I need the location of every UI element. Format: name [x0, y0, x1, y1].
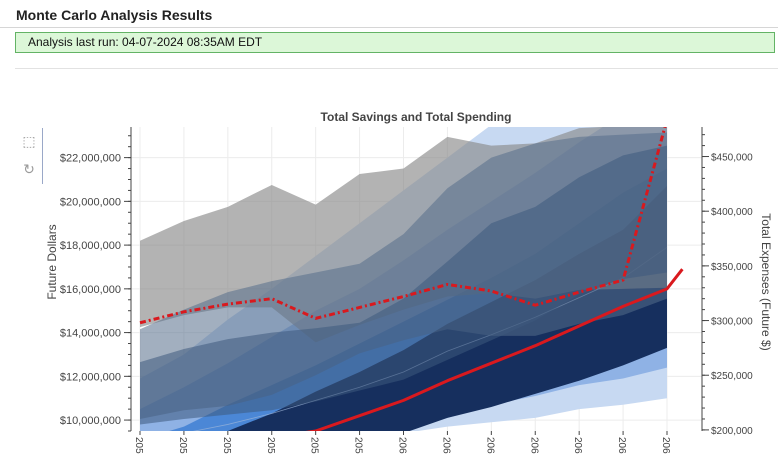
banner-divider	[15, 68, 778, 69]
x-tick-label: 206	[616, 437, 627, 454]
y2-axis-label: Total Expenses (Future $)	[759, 213, 773, 350]
median-savings-line	[305, 268, 684, 431]
y-tick-label: $20,000,000	[60, 196, 121, 208]
y2-tick-label: $300,000	[711, 317, 753, 328]
axes: $10,000,000 $12,000,000 $14,000,000 $16,000…	[60, 127, 753, 454]
y-tick-label: $14,000,000	[60, 328, 121, 340]
line-layer	[139, 127, 684, 431]
median-expenses-line	[139, 127, 667, 325]
chart-toolbar: ⬚ ↻	[16, 128, 43, 184]
y-tick-label: $22,000,000	[60, 153, 121, 165]
x-tick-label: 205	[177, 437, 188, 454]
y-tick-label: $12,000,000	[60, 371, 121, 383]
x-tick-label: 206	[397, 437, 408, 454]
x-tick-label: 206	[660, 437, 671, 454]
x-tick-label: 205	[353, 437, 364, 454]
x-tick-label: 206	[572, 437, 583, 454]
spending-band-inner	[140, 145, 667, 425]
x-tick-label: 205	[221, 437, 232, 454]
y2-tick-label: $350,000	[711, 262, 753, 273]
x-tick-label: 206	[528, 437, 539, 454]
y-tick-label: $16,000,000	[60, 284, 121, 296]
band-layer	[140, 127, 668, 431]
last-run-banner: Analysis last run: 04-07-2024 08:35AM ED…	[15, 32, 775, 53]
x-tick-label: 206	[484, 437, 495, 454]
x-tick-label: 206	[440, 437, 451, 454]
savings-band-core	[227, 186, 667, 431]
y2-tick-label: $400,000	[711, 207, 753, 218]
x-tick-label: 205	[265, 437, 276, 454]
y-axis-label: Future Dollars	[45, 224, 59, 299]
y-tick-label: $10,000,000	[60, 415, 121, 427]
box-zoom-icon[interactable]: ⬚	[22, 132, 36, 149]
y-tick-label: $18,000,000	[60, 240, 121, 252]
page-title: Monte Carlo Analysis Results	[16, 7, 213, 23]
chart-title: Total Savings and Total Spending	[321, 110, 512, 124]
y2-tick-label: $200,000	[711, 426, 753, 437]
y2-tick-label: $250,000	[711, 371, 753, 382]
y2-tick-label: $450,000	[711, 153, 753, 164]
x-tick-label: 205	[133, 437, 144, 454]
title-divider	[0, 27, 778, 28]
x-tick-label: 205	[309, 437, 320, 454]
reset-icon[interactable]: ↻	[23, 160, 35, 177]
